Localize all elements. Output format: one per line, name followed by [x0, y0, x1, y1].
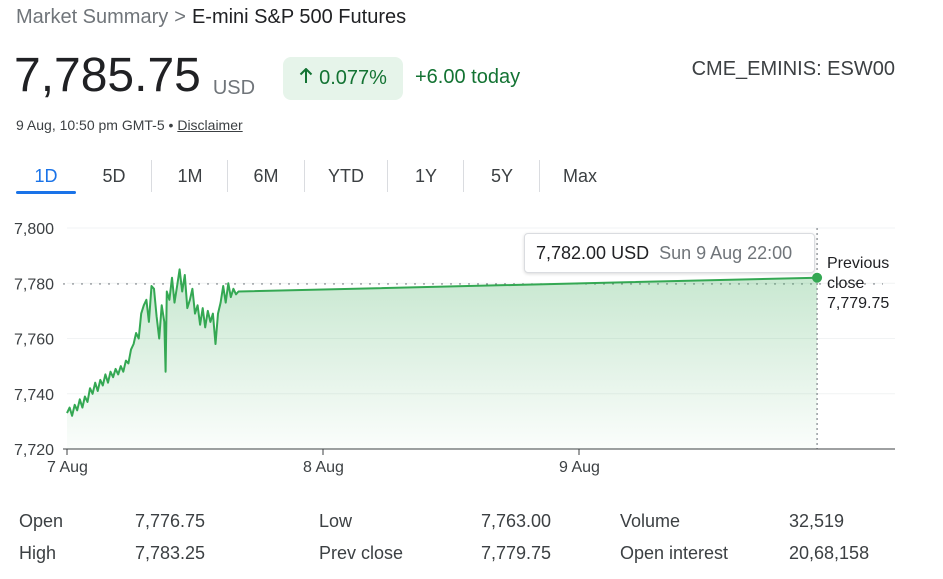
- y-tick-label: 7,760: [14, 332, 54, 349]
- tab-1m[interactable]: 1M: [177, 166, 203, 186]
- previous-close-label: Previous close 7,779.75: [827, 254, 889, 314]
- previous-close-line1: Previous: [827, 255, 890, 272]
- y-tick-label: 7,780: [14, 276, 54, 293]
- stat-open-interest-value: 20,68,158: [789, 543, 870, 563]
- stat-open-label: Open: [19, 511, 64, 531]
- current-price: 7,785.75: [14, 49, 201, 102]
- x-tick-label: 8 Aug: [303, 459, 344, 476]
- tooltip-time: Sun 9 Aug 22:00: [659, 242, 793, 263]
- chart-area: [67, 269, 818, 449]
- arrow-up-icon: [299, 67, 313, 89]
- tab-1y[interactable]: 1Y: [414, 166, 438, 186]
- change-today: +6.00 today: [415, 66, 521, 88]
- price-currency: USD: [212, 77, 256, 99]
- tab-divider: [539, 160, 540, 192]
- meta-bullet: •: [168, 117, 174, 133]
- price-line: [66, 268, 818, 417]
- tab-max[interactable]: Max: [562, 166, 597, 186]
- chart-tooltip: 7,782.00 USD Sun 9 Aug 22:00: [524, 233, 815, 273]
- disclaimer-link[interactable]: Disclaimer: [177, 117, 243, 133]
- tab-divider: [387, 160, 388, 192]
- stat-open-value: 7,776.75: [135, 511, 206, 531]
- hover-point: [812, 272, 823, 283]
- stat-high-label: High: [19, 543, 57, 563]
- chart-area-fill: [67, 269, 818, 449]
- x-tick-label: 7 Aug: [47, 459, 88, 476]
- breadcrumb-current: E-mini S&P 500 Futures: [191, 6, 407, 28]
- chart-line-layer: [66, 228, 823, 449]
- breadcrumb: Market Summary > E-mini S&P 500 Futures: [16, 6, 406, 29]
- tab-ytd[interactable]: YTD: [328, 166, 364, 186]
- y-tick-label: 7,740: [14, 387, 54, 404]
- tab-divider: [463, 160, 464, 192]
- stat-volume-value: 32,519: [789, 511, 845, 531]
- y-tick-label: 7,800: [14, 221, 54, 238]
- tab-1d[interactable]: 1D: [16, 160, 76, 194]
- stat-prev-close-label: Prev close: [319, 543, 404, 563]
- y-tick-label: 7,720: [14, 442, 54, 459]
- tab-5d[interactable]: 5D: [102, 166, 126, 186]
- key-stats: Open 7,776.75 High 7,783.25 Low 7,763.00…: [0, 507, 943, 577]
- price-row: 7,785.75 USD: [14, 48, 255, 104]
- stat-volume-label: Volume: [620, 511, 681, 531]
- tab-5y[interactable]: 5Y: [490, 166, 514, 186]
- quote-timestamp: 9 Aug, 10:50 pm GMT-5: [16, 117, 165, 133]
- change-percent: 0.077%: [319, 67, 387, 89]
- change-percent-badge: 0.077%: [283, 57, 403, 100]
- tab-6m[interactable]: 6M: [253, 166, 279, 186]
- stat-high-value: 7,783.25: [135, 543, 206, 563]
- stat-low-value: 7,763.00: [481, 511, 552, 531]
- x-tick-label: 9 Aug: [559, 459, 600, 476]
- breadcrumb-parent[interactable]: Market Summary: [16, 6, 169, 28]
- tooltip-price: 7,782.00 USD: [536, 242, 650, 263]
- stat-low-label: Low: [319, 511, 353, 531]
- previous-close-line2: close: [827, 275, 865, 292]
- tab-divider: [304, 160, 305, 192]
- stat-open-interest-label: Open interest: [620, 543, 729, 563]
- stat-prev-close-value: 7,779.75: [481, 543, 552, 563]
- breadcrumb-separator: >: [174, 6, 186, 28]
- quote-meta: 9 Aug, 10:50 pm GMT-5 • Disclaimer: [16, 117, 243, 133]
- exchange-symbol: CME_EMINIS: ESW00: [691, 58, 895, 80]
- tab-divider: [227, 160, 228, 192]
- previous-close-value: 7,779.75: [827, 295, 890, 312]
- tab-divider: [151, 160, 152, 192]
